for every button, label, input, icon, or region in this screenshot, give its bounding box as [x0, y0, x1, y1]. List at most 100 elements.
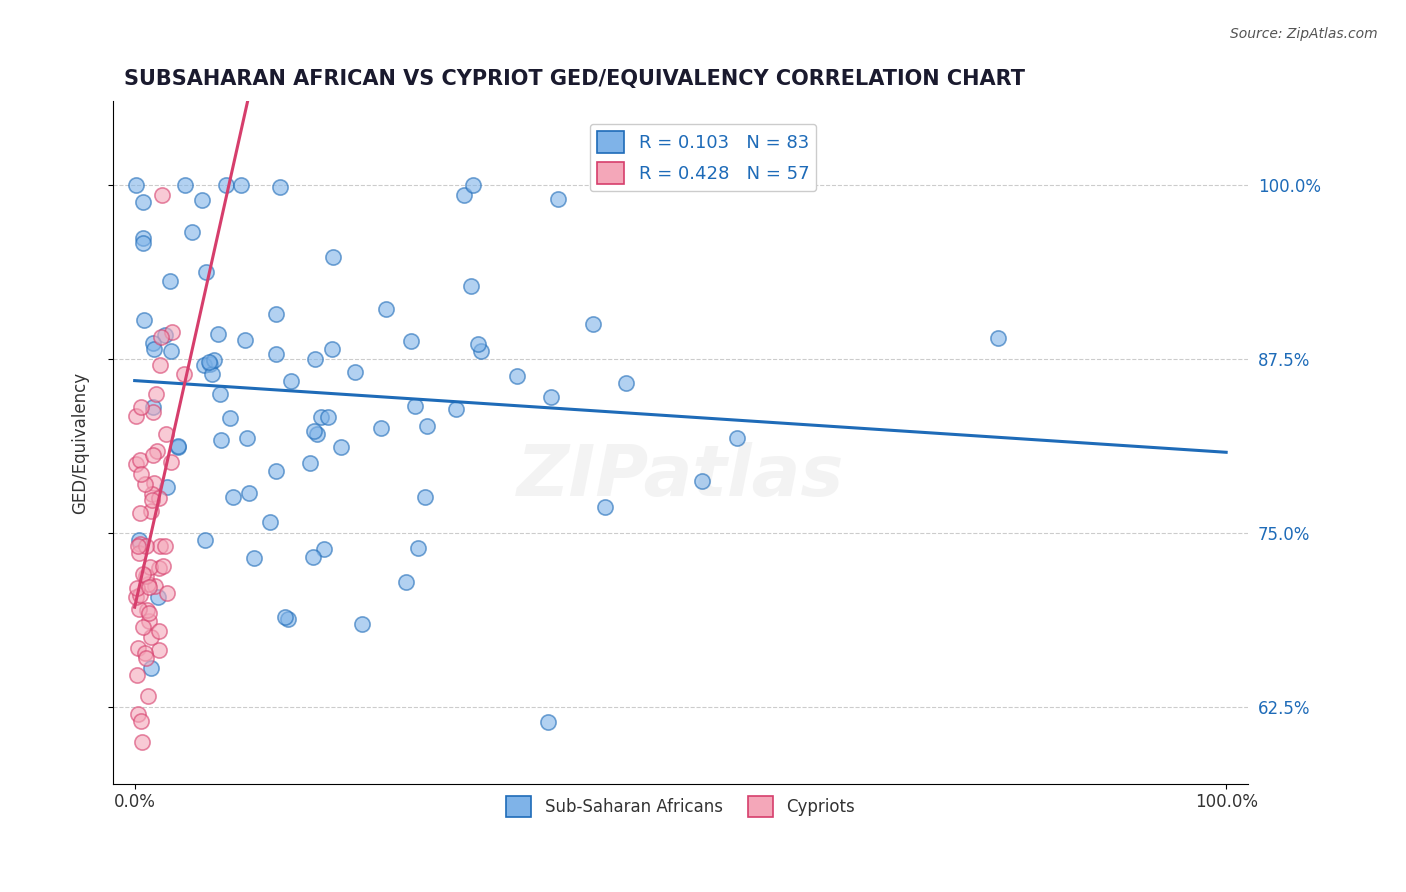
Point — [141, 487, 163, 501]
Point — [143, 342, 166, 356]
Point — [149, 358, 172, 372]
Point — [180, 225, 202, 239]
Point — [207, 326, 229, 341]
Point — [444, 401, 467, 416]
Point — [148, 624, 170, 638]
Point — [167, 439, 190, 453]
Point — [150, 329, 173, 343]
Point — [134, 646, 156, 660]
Point — [460, 279, 482, 293]
Point — [129, 714, 152, 728]
Point — [690, 475, 713, 489]
Point — [537, 714, 560, 729]
Point — [156, 480, 179, 494]
Point — [135, 603, 157, 617]
Point — [582, 317, 605, 331]
Point — [142, 405, 165, 419]
Point — [269, 180, 291, 194]
Point — [160, 343, 183, 358]
Point — [129, 467, 152, 481]
Point — [148, 491, 170, 505]
Point — [148, 561, 170, 575]
Point — [274, 609, 297, 624]
Point — [399, 334, 422, 348]
Point — [229, 178, 252, 192]
Point — [173, 367, 195, 381]
Point — [201, 367, 224, 381]
Point — [131, 194, 153, 209]
Point — [467, 337, 489, 351]
Point — [142, 476, 165, 491]
Point — [153, 539, 176, 553]
Text: Source: ZipAtlas.com: Source: ZipAtlas.com — [1230, 27, 1378, 41]
Point — [395, 575, 418, 590]
Point — [125, 409, 148, 423]
Point — [160, 325, 183, 339]
Point — [152, 558, 174, 573]
Point — [309, 409, 332, 424]
Point — [142, 400, 165, 414]
Point — [375, 301, 398, 316]
Point — [127, 539, 149, 553]
Point — [138, 580, 160, 594]
Point — [132, 620, 155, 634]
Point — [233, 333, 256, 347]
Point — [142, 336, 165, 351]
Y-axis label: GED/Equivalency: GED/Equivalency — [72, 371, 89, 514]
Point — [128, 546, 150, 560]
Text: ZIPatlas: ZIPatlas — [517, 442, 844, 511]
Point — [593, 500, 616, 514]
Point — [146, 443, 169, 458]
Point — [131, 230, 153, 244]
Point — [195, 265, 218, 279]
Point — [135, 569, 157, 583]
Point — [125, 667, 148, 681]
Point — [139, 661, 162, 675]
Point — [128, 533, 150, 548]
Point — [129, 400, 152, 414]
Point — [128, 537, 150, 551]
Point — [312, 541, 335, 556]
Point — [128, 588, 150, 602]
Point — [987, 331, 1010, 345]
Point — [145, 579, 167, 593]
Point — [155, 585, 177, 599]
Point — [413, 490, 436, 504]
Point — [200, 357, 222, 371]
Point — [238, 485, 260, 500]
Point — [343, 366, 366, 380]
Point — [139, 503, 162, 517]
Point — [406, 541, 429, 556]
Point — [150, 188, 173, 202]
Point — [211, 434, 233, 448]
Point — [145, 387, 167, 401]
Point — [415, 418, 437, 433]
Point — [134, 312, 156, 326]
Point — [127, 640, 149, 655]
Point — [125, 457, 148, 471]
Point — [202, 353, 225, 368]
Point — [198, 355, 221, 369]
Point — [350, 617, 373, 632]
Point — [243, 550, 266, 565]
Point — [135, 540, 157, 554]
Point — [141, 492, 163, 507]
Point — [614, 376, 637, 390]
Point — [219, 411, 242, 425]
Point — [136, 689, 159, 703]
Point — [453, 188, 475, 202]
Point — [148, 643, 170, 657]
Point — [134, 477, 156, 491]
Point — [277, 611, 299, 625]
Point — [505, 368, 527, 383]
Point — [470, 344, 492, 359]
Point — [725, 431, 748, 445]
Text: SUBSAHARAN AFRICAN VS CYPRIOT GED/EQUIVALENCY CORRELATION CHART: SUBSAHARAN AFRICAN VS CYPRIOT GED/EQUIVA… — [124, 69, 1025, 88]
Point — [128, 453, 150, 467]
Point — [131, 735, 153, 749]
Point — [138, 614, 160, 628]
Point — [298, 456, 321, 470]
Point — [208, 387, 231, 401]
Point — [461, 178, 484, 192]
Point — [191, 193, 214, 207]
